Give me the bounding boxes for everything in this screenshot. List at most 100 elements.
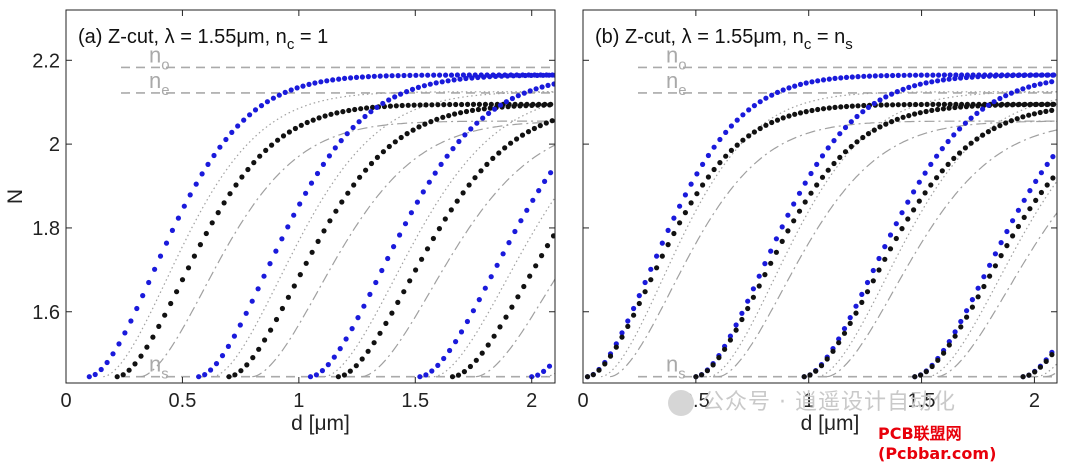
data-point: [882, 244, 888, 250]
data-point: [825, 145, 831, 151]
data-point: [922, 170, 928, 176]
data-point: [434, 116, 440, 122]
data-point: [939, 146, 945, 152]
data-point: [912, 83, 918, 89]
data-point: [792, 111, 798, 117]
data-point: [140, 293, 146, 299]
data-point: [541, 102, 547, 108]
series-3: [226, 102, 553, 380]
data-point: [997, 123, 1003, 129]
watermark-text: 公众号 · 逍遥设计自动化: [702, 390, 956, 415]
data-point: [1032, 101, 1038, 108]
x-tick-label: 1.5: [401, 390, 429, 412]
data-point: [481, 106, 487, 112]
data-point: [367, 291, 373, 297]
data-point: [906, 84, 912, 90]
data-point: [836, 336, 842, 342]
data-point: [751, 103, 758, 109]
data-point: [884, 102, 890, 108]
data-point: [150, 334, 156, 340]
data-point: [193, 181, 199, 187]
credit-text: PCB联盟网 (Pcbbar.com): [878, 424, 997, 463]
data-point: [1044, 101, 1050, 108]
data-point: [820, 77, 827, 83]
data-point: [831, 138, 837, 144]
data-point: [757, 125, 763, 132]
companion-curve: [545, 372, 555, 378]
data-point: [1032, 72, 1038, 78]
data-point: [773, 236, 780, 242]
data-point: [447, 101, 453, 108]
data-point: [887, 246, 894, 252]
data-point: [654, 253, 660, 259]
data-point: [924, 72, 930, 78]
data-point: [410, 127, 416, 133]
data-point: [762, 272, 768, 278]
data-point: [974, 136, 980, 142]
data-point: [887, 232, 894, 238]
data-point: [291, 212, 297, 218]
data-point: [590, 372, 596, 378]
data-point: [780, 115, 786, 121]
data-point: [814, 161, 820, 167]
data-point: [842, 124, 849, 131]
data-point: [453, 101, 459, 108]
data-point: [353, 363, 359, 369]
data-point: [913, 72, 919, 78]
data-point: [838, 104, 844, 110]
data-point: [331, 354, 337, 360]
data-point: [853, 303, 859, 309]
data-point: [398, 134, 404, 141]
data-point: [941, 350, 947, 356]
data-point: [306, 81, 312, 87]
axes-frame: [65, 9, 556, 384]
data-point: [968, 115, 974, 121]
data-point: [820, 106, 827, 112]
data-point: [940, 77, 947, 83]
data-point: [890, 72, 896, 79]
data-point: [877, 124, 883, 130]
data-point: [399, 102, 405, 109]
data-point: [642, 289, 648, 295]
data-point: [397, 232, 403, 238]
data-point: [120, 372, 126, 378]
data-point: [870, 278, 876, 284]
data-point: [917, 110, 923, 116]
data-point: [785, 228, 791, 234]
data-point: [865, 104, 872, 110]
data-point: [525, 129, 532, 135]
data-point: [654, 265, 660, 271]
data-point: [268, 327, 274, 333]
data-point: [631, 305, 637, 312]
data-point: [441, 102, 447, 108]
data-point: [267, 261, 273, 267]
data-point: [419, 72, 425, 78]
data-point: [813, 368, 819, 374]
data-point: [454, 72, 460, 78]
data-point: [339, 199, 345, 205]
data-point: [517, 103, 523, 109]
data-point: [205, 161, 211, 167]
data-point: [232, 372, 238, 378]
data-point: [958, 75, 964, 81]
data-point: [470, 101, 477, 107]
data-point: [452, 111, 458, 117]
data-point: [469, 75, 475, 81]
data-point: [998, 253, 1004, 259]
data-point: [527, 273, 533, 279]
series-7: [449, 233, 555, 380]
x-tick-label: 2: [1029, 390, 1040, 412]
data-point: [957, 150, 963, 156]
data-point: [750, 294, 757, 300]
data-point: [134, 305, 140, 312]
data-point: [505, 104, 511, 110]
data-point: [688, 200, 694, 206]
data-point: [461, 369, 467, 375]
data-point: [756, 283, 762, 289]
data-point: [152, 266, 158, 272]
companion-curve: [361, 144, 555, 378]
data-point: [291, 283, 297, 289]
data-point: [974, 110, 980, 116]
data-point: [539, 84, 545, 90]
data-point: [535, 372, 541, 378]
